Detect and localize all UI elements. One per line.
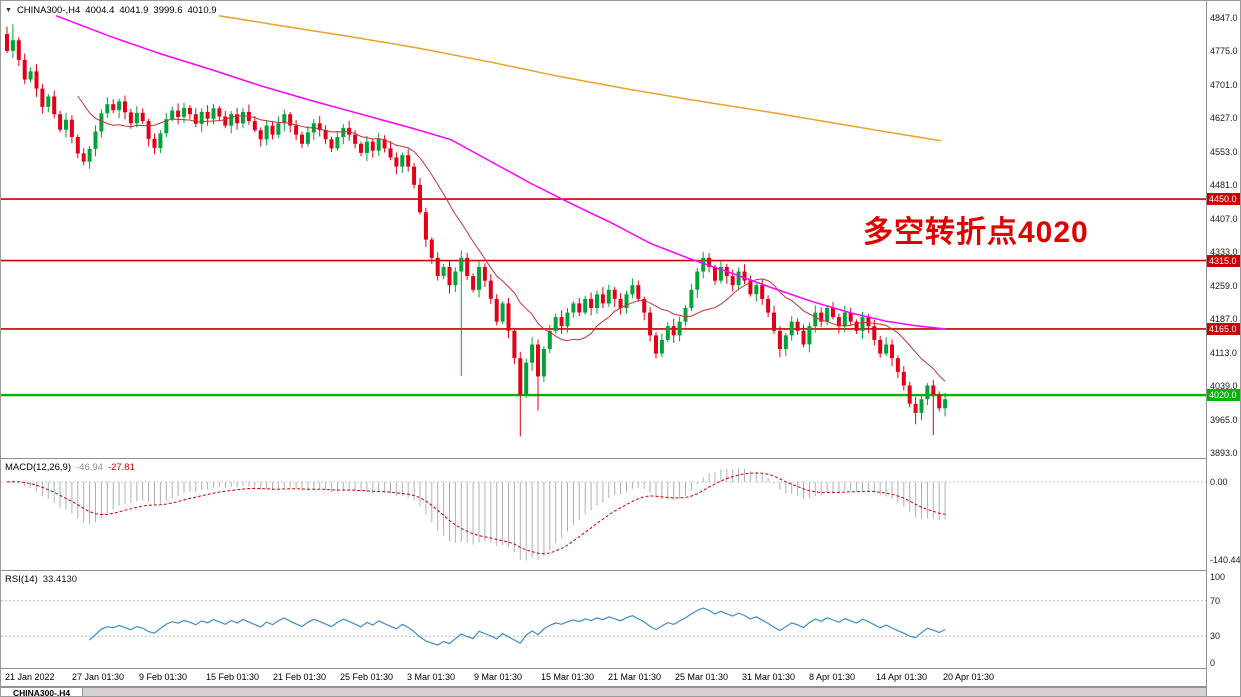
level-price-badge: 4450.0: [1207, 193, 1240, 206]
time-axis-label: 15 Feb 01:30: [206, 672, 260, 682]
price-axis-label: 4847.0: [1210, 13, 1238, 23]
level-price-badge: 4165.0: [1207, 322, 1240, 335]
chart-tab-bar: CHINA300-,H4: [1, 687, 1240, 696]
price-axis-label: 4775.0: [1210, 45, 1238, 56]
chart-tab[interactable]: CHINA300-,H4: [1, 688, 84, 696]
rsi-axis-label: 100: [1210, 572, 1226, 582]
bar-low-value: 3999.6: [153, 5, 183, 16]
candles: [5, 24, 948, 437]
macd-indicator-pane[interactable]: [1, 459, 1206, 570]
price-axis-label: 4701.0: [1210, 79, 1238, 90]
collapse-chevron-icon[interactable]: ▼: [5, 7, 12, 14]
macd-axis-label: -140.44: [1210, 555, 1241, 565]
macd-histogram: [12, 468, 946, 561]
ma-mid-magenta: [55, 14, 947, 330]
time-axis-label: 25 Feb 01:30: [340, 672, 394, 682]
macd-name: MACD(12,26,9): [5, 462, 71, 473]
time-axis-label: 9 Feb 01:30: [139, 672, 188, 682]
time-axis-label: 21 Mar 01:30: [608, 672, 662, 682]
rsi-indicator-label: RSI(14) 33.4130: [5, 574, 77, 585]
ma-fast-red: [77, 95, 946, 382]
time-axis-label: 27 Jan 01:30: [72, 672, 125, 682]
bar-open-value: 4004.4: [85, 5, 115, 16]
macd-axis-label: 0.00: [1210, 477, 1228, 488]
time-axis-label: 21 Feb 01:30: [273, 672, 327, 682]
macd-main-value: -46.94: [76, 462, 103, 473]
price-axis-label: 4481.0: [1210, 179, 1238, 190]
rsi-indicator-pane[interactable]: [1, 571, 1206, 668]
macd-indicator-label: MACD(12,26,9) -46.94 -27.81: [5, 462, 135, 473]
price-axis-label: 3893.0: [1210, 448, 1238, 458]
time-axis[interactable]: 21 Jan 2022 27 Jan 01:30 9 Feb 01:30 15 Feb…: [1, 669, 1206, 686]
price-axis-label: 4627.0: [1210, 113, 1238, 124]
time-axis-label: 14 Apr 01:30: [876, 672, 928, 682]
time-axis-label: 8 Apr 01:30: [809, 672, 856, 682]
bar-close-value: 4010.9: [187, 5, 217, 16]
pane-separator[interactable]: [1, 570, 1240, 571]
rsi-axis-label: 30: [1210, 631, 1221, 642]
pane-separator: [1, 668, 1240, 669]
symbol-info: ▼ CHINA300-,H4 4004.4 4041.9 3999.6 4010…: [5, 5, 217, 16]
symbol-period-label: CHINA300-,H4: [16, 5, 81, 16]
rsi-line: [89, 607, 946, 646]
price-axis-label: 4187.0: [1210, 313, 1238, 324]
level-price-badge: 4020.0: [1207, 389, 1240, 402]
price-axis-label: 4407.0: [1210, 213, 1238, 224]
price-axis-label: 4553.0: [1210, 147, 1238, 158]
time-axis-label: 31 Mar 01:30: [742, 672, 796, 682]
price-axis-label: 4259.0: [1210, 281, 1238, 292]
rsi-axis-label: 0: [1210, 658, 1216, 668]
ma-slow-orange: [218, 14, 942, 142]
price-axis-label: 3965.0: [1210, 415, 1238, 426]
macd-signal-value: -27.81: [107, 462, 135, 473]
pane-separator[interactable]: [1, 458, 1240, 459]
bar-high-value: 4041.9: [119, 5, 149, 16]
price-axis-label: 4113.0: [1210, 347, 1237, 358]
time-axis-label: 20 Apr 01:30: [943, 672, 995, 682]
price-chart-pane[interactable]: [1, 1, 1206, 458]
price-axis-label: 4039.0: [1210, 381, 1238, 392]
time-axis-label: 15 Mar 01:30: [541, 672, 595, 682]
level-lines[interactable]: [1, 198, 1206, 397]
level-price-badge: 4315.0: [1207, 254, 1240, 267]
price-axis[interactable]: 4847.0 4775.0 4701.0 4627.0 4553.0 4481.0 4407…: [1206, 1, 1241, 696]
rsi-value: 33.4130: [42, 574, 78, 585]
time-axis-label: 21 Jan 2022: [5, 672, 55, 682]
pane-separator: [1, 686, 1240, 687]
annotation-text[interactable]: 多空转折点4020: [863, 216, 1089, 249]
price-axis-label: 4333.0: [1210, 247, 1238, 258]
rsi-axis-label: 70: [1210, 595, 1221, 606]
macd-signal-line: [6, 472, 946, 555]
time-axis-label: 9 Mar 01:30: [474, 672, 523, 682]
time-axis-label: 25 Mar 01:30: [675, 672, 729, 682]
time-axis-label: 3 Mar 01:30: [407, 672, 456, 682]
rsi-name: RSI(14): [5, 574, 38, 585]
